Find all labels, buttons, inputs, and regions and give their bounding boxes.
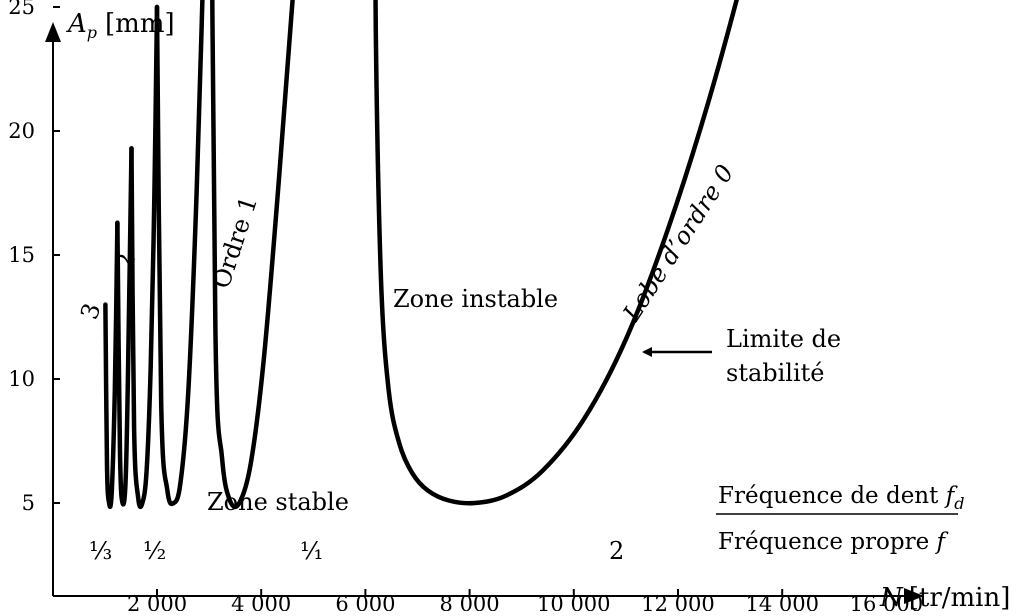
lobe-order-0-label: Lobe d’ordre 0 (617, 160, 739, 327)
x-axis-unit: [tr/min] (909, 583, 1011, 611)
x-tick-label: 6 000 (335, 592, 395, 611)
lobe-order-3-curve (129, 4, 160, 510)
ratio-label-one-third: ⅓ (89, 537, 112, 565)
x-tick-label: 4 000 (231, 592, 291, 611)
lobe-order-5-curve (103, 220, 120, 509)
zone-stable-label: Zone stable (207, 488, 349, 516)
x-tick-label: 8 000 (440, 592, 500, 611)
y-axis-arrowhead (45, 22, 61, 42)
lobe-order-0-curve (373, 0, 739, 506)
lobe-order-1-curve (210, 0, 296, 510)
ratio-denominator-symbol: f (935, 529, 949, 555)
lobe-order-4-curve (115, 146, 134, 507)
x-tick-label: 2 000 (127, 592, 187, 611)
lobe-order-2-curve (154, 0, 205, 507)
x-tick-label: 10 000 (537, 592, 610, 611)
ratio-numerator-text: Fréquence de dent (718, 483, 946, 509)
zone-unstable-label: Zone instable (393, 285, 558, 313)
x-axis-label: N [tr/min] (879, 583, 1010, 611)
y-tick-label: 25 (8, 0, 35, 19)
x-axis-symbol: N (879, 583, 904, 611)
y-axis-label: Ap [mm] (66, 9, 175, 42)
y-tick-label: 20 (8, 119, 35, 143)
y-tick-label: 5 (22, 491, 35, 515)
y-tick-label: 10 (8, 367, 35, 391)
y-axis-ticks: 510152025303540 (8, 0, 60, 515)
series-layer (103, 0, 739, 510)
ratio-label-one-half: ½ (143, 537, 166, 565)
ratio-label-one: ¹⁄₁ (300, 537, 323, 565)
y-tick-label: 15 (8, 243, 35, 267)
x-axis-arrowhead (904, 588, 924, 604)
ratio-label-two: 2 (609, 537, 624, 565)
y-axis-symbol: A (66, 9, 87, 39)
order-3-label: 3 (75, 300, 106, 323)
ratio-numerator-symbol: f (944, 483, 958, 509)
y-axis-subscript: p (87, 23, 97, 42)
ratio-numerator: Fréquence de dent fd (718, 483, 964, 513)
ratio-denominator-text: Fréquence propre (718, 529, 937, 555)
x-tick-label: 12 000 (641, 592, 714, 611)
ratio-numerator-subscript: d (954, 494, 964, 513)
y-axis-unit: [mm] (105, 9, 175, 39)
stability-limit-label-line2: stabilité (726, 359, 825, 387)
stability-limit-label-line1: Limite de (726, 325, 841, 353)
x-axis-ticks: 2 000 4 000 6 000 8 000 10 000 12 000 14 000 16… (127, 589, 923, 616)
ratio-denominator: Fréquence propre f (718, 529, 949, 555)
x-tick-label: 14 000 (745, 592, 818, 611)
